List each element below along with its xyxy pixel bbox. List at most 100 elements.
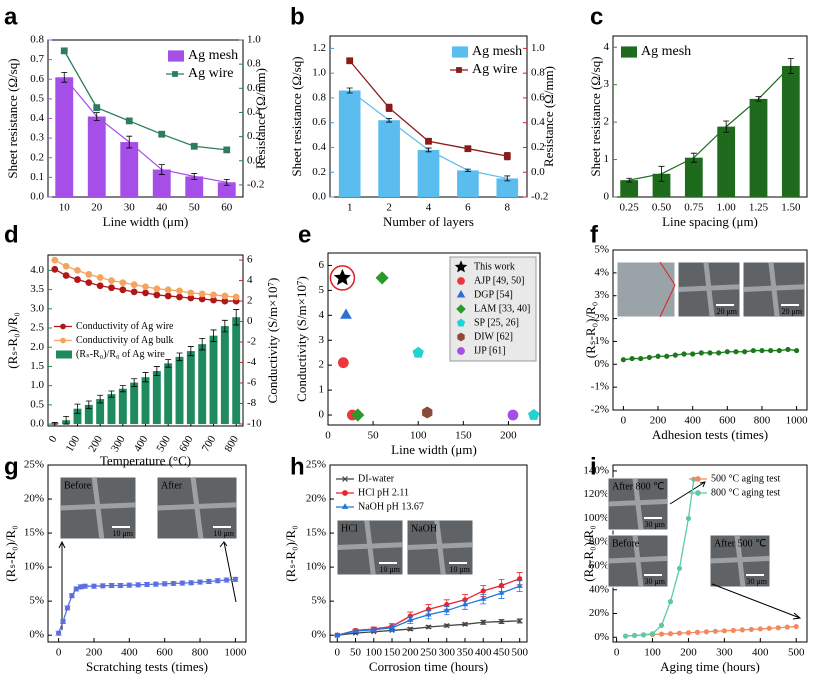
marker — [498, 582, 505, 589]
y-tick-label: 3.5 — [30, 283, 44, 295]
error-bar — [97, 394, 104, 404]
marker — [51, 256, 59, 264]
marker — [375, 271, 389, 285]
y2-tick-label: 0.4 — [531, 116, 545, 128]
marker — [517, 618, 523, 624]
x-tick-label: 6 — [465, 202, 471, 214]
scale-label: 30 μm — [746, 577, 767, 586]
y-tick-label: 60% — [589, 560, 609, 572]
x-tick-label: 0 — [614, 647, 620, 659]
legend-marker — [456, 304, 466, 314]
marker — [215, 578, 221, 584]
marker — [117, 582, 124, 589]
scale-label: 10 μm — [112, 529, 133, 538]
legend-label: This work — [474, 261, 515, 272]
marker — [170, 580, 177, 587]
marker — [667, 631, 674, 637]
x-tick-label: 8 — [505, 202, 511, 214]
y-tick-label: 4% — [594, 266, 609, 278]
marker — [739, 627, 745, 633]
scale-label: 30 μm — [644, 520, 665, 529]
x-tick-label: 1000 — [786, 415, 809, 427]
marker — [766, 625, 772, 631]
marker — [681, 351, 687, 357]
y-tick-label: 0.3 — [30, 132, 44, 144]
marker — [162, 581, 168, 587]
x-tick-label: 800 — [754, 415, 771, 427]
bar — [141, 377, 150, 425]
legend-label: AJP [49, 50] — [474, 275, 524, 286]
marker — [733, 349, 739, 355]
bar — [338, 90, 361, 197]
x-axis-label: Number of layers — [383, 214, 474, 229]
bar — [96, 399, 105, 425]
x-tick-label: 40 — [156, 202, 168, 214]
marker — [730, 627, 736, 633]
x-tick-label: 50 — [350, 647, 362, 659]
x-axis-label: Corrosion time (hours) — [369, 659, 488, 674]
marker — [179, 580, 185, 586]
inset-label: After 500 ℃ — [714, 538, 766, 549]
y-tick-label: 1% — [594, 335, 609, 347]
bar — [232, 317, 241, 425]
y-tick-label: 4 — [319, 309, 325, 321]
marker — [96, 274, 104, 281]
legend-label: Conductivity of Ag wire — [76, 321, 174, 332]
x-tick-label: 350 — [457, 647, 474, 659]
marker — [407, 616, 414, 622]
panel-letter: e — [298, 221, 311, 248]
legend-marker — [457, 347, 465, 355]
fit-line — [63, 76, 227, 183]
y2-tick-label: 0.2 — [247, 130, 261, 142]
y2-tick-label: 2 — [247, 295, 253, 307]
x-tick-label: 150 — [384, 647, 401, 659]
marker — [62, 262, 70, 270]
bar — [749, 98, 768, 197]
marker — [385, 104, 393, 112]
error-bar — [210, 329, 217, 342]
marker — [78, 584, 84, 590]
marker — [685, 515, 692, 522]
y-tick-label: 2.5 — [30, 322, 44, 334]
error-bar — [176, 352, 183, 362]
marker — [60, 618, 66, 625]
marker — [528, 409, 540, 420]
marker — [346, 57, 354, 65]
bar — [496, 178, 519, 197]
x-tick-label: 0.75 — [684, 202, 704, 214]
marker — [655, 353, 661, 359]
y2-axis-label: Conductivity (S/m×10⁷) — [265, 278, 280, 404]
marker — [724, 349, 730, 355]
y-tick-label: 3 — [604, 78, 610, 90]
marker — [784, 624, 790, 630]
marker — [768, 347, 774, 354]
marker — [352, 627, 359, 633]
error-bar — [85, 400, 92, 410]
marker — [480, 595, 487, 601]
marker — [232, 576, 238, 582]
marker — [130, 288, 138, 296]
y-tick-label: 0.4 — [312, 141, 326, 153]
inset-label: NaOH — [411, 523, 437, 534]
marker — [721, 628, 727, 634]
marker — [388, 624, 396, 630]
bar — [120, 142, 139, 197]
y-tick-label: 5 — [319, 284, 325, 296]
marker — [646, 354, 652, 361]
error-bar — [658, 165, 665, 182]
bar — [457, 170, 479, 197]
error-bar — [464, 168, 471, 173]
error-bar — [63, 415, 70, 425]
inset-label: Before — [612, 538, 640, 549]
marker — [223, 146, 231, 154]
marker — [64, 605, 71, 611]
x-tick-label: 2 — [386, 202, 392, 214]
y-axis-label: Sheet resistance (Ω/sq) — [289, 56, 304, 176]
bar — [73, 408, 82, 425]
marker — [197, 579, 203, 585]
marker — [108, 284, 115, 292]
x-axis-label: Temperature (°C) — [100, 453, 191, 468]
plot-frame — [612, 249, 808, 411]
y-tick-label: 10% — [24, 561, 44, 573]
marker — [62, 272, 70, 279]
